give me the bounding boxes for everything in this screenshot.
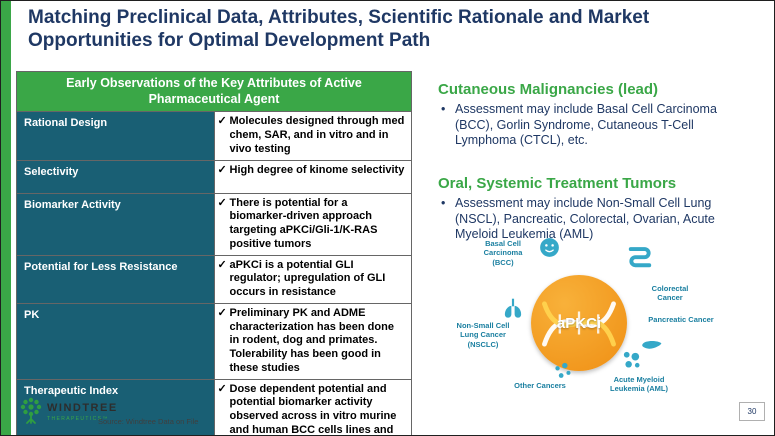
label-pancreatic: Pancreatic Cancer [648,315,714,324]
table-header: Early Observations of the Key Attributes… [16,70,412,113]
apkci-tumor-diagram: Basal Cell Carcinoma (BCC) Colorectal Ca… [449,235,771,417]
apkci-center-node: aPKCi [531,275,627,371]
label-colorectal: Colorectal Cancer [651,284,689,303]
windtree-logo-name: WINDTREE [47,402,118,414]
row-label: Rational Design [16,111,215,161]
bullet-marker: • [441,196,446,210]
aml-cells-icon [621,349,642,370]
row-text: ✓ aPKCi is a potential GLI regulator; upr… [217,258,386,299]
heading-oral-systemic: Oral, Systemic Treatment Tumors [438,175,677,192]
windtree-logo-subtitle: THERAPEUTICS™ [47,416,109,422]
check-icon: ✓ [217,196,227,209]
table-row: Biomarker Activity ✓ There is potential f… [16,192,412,256]
other-cancer-cells-icon [553,361,573,381]
bullet-cutaneous: • Assessment may include Basal Cell Carc… [441,102,717,148]
table-row: Selectivity ✓ High degree of kinome selec… [16,159,412,194]
row-label: Selectivity [16,159,215,194]
row-text: ✓ High degree of kinome selectivity [217,163,405,176]
bullet-marker: • [441,102,446,116]
heading-cutaneous-malignancies: Cutaneous Malignancies (lead) [438,81,659,98]
row-label: PK [16,302,215,380]
table-row: Therapeutic Index ✓ Dose dependent potent… [16,378,412,436]
check-icon: ✓ [217,115,227,128]
attributes-table: Early Observations of the Key Attributes… [16,70,412,436]
pancreas-icon [641,338,663,351]
table-row: PK ✓ Preliminary PK and ADME characteriza… [16,302,412,380]
face-icon [537,235,562,260]
dna-helix-icon [542,301,616,347]
label-bcc: Basal Cell Carcinoma (BCC) [483,239,523,267]
row-label: Biomarker Activity [16,192,215,256]
check-icon: ✓ [217,258,227,271]
row-text: ✓ There is potential for a biomarker-driv… [217,196,378,250]
slide-title: Matching Preclinical Data, Attributes, S… [28,7,650,52]
source-note: Source: Windtree Data on File [98,417,199,426]
apkci-label: aPKCi [556,314,602,332]
row-label: Potential for Less Resistance [16,254,215,304]
intestine-icon [625,241,655,271]
check-icon: ✓ [217,382,227,395]
label-other-cancers: Other Cancers [514,381,566,390]
lungs-icon [500,296,526,322]
windtree-tree-logo-icon [17,395,45,425]
page-number: 30 [739,402,765,421]
label-aml: Acute Myeloid Leukemia (AML) [610,375,668,394]
row-text: ✓ Molecules designed through med chem, SA… [217,115,405,155]
accent-bar [1,1,11,435]
row-label: Therapeutic Index [16,378,215,435]
check-icon: ✓ [217,163,227,176]
bullet-oral-systemic: • Assessment may include Non-Small Cell … [441,196,715,242]
row-text: ✓ Preliminary PK and ADME characterizatio… [217,306,394,374]
table-row: Rational Design ✓ Molecules designed thro… [16,111,412,161]
check-icon: ✓ [217,306,227,319]
label-nsclc: Non-Small Cell Lung Cancer (NSCLC) [456,321,510,349]
row-text: ✓ Dose dependent potential and potential … [217,382,397,436]
table-row: Potential for Less Resistance ✓ aPKCi is … [16,254,412,304]
